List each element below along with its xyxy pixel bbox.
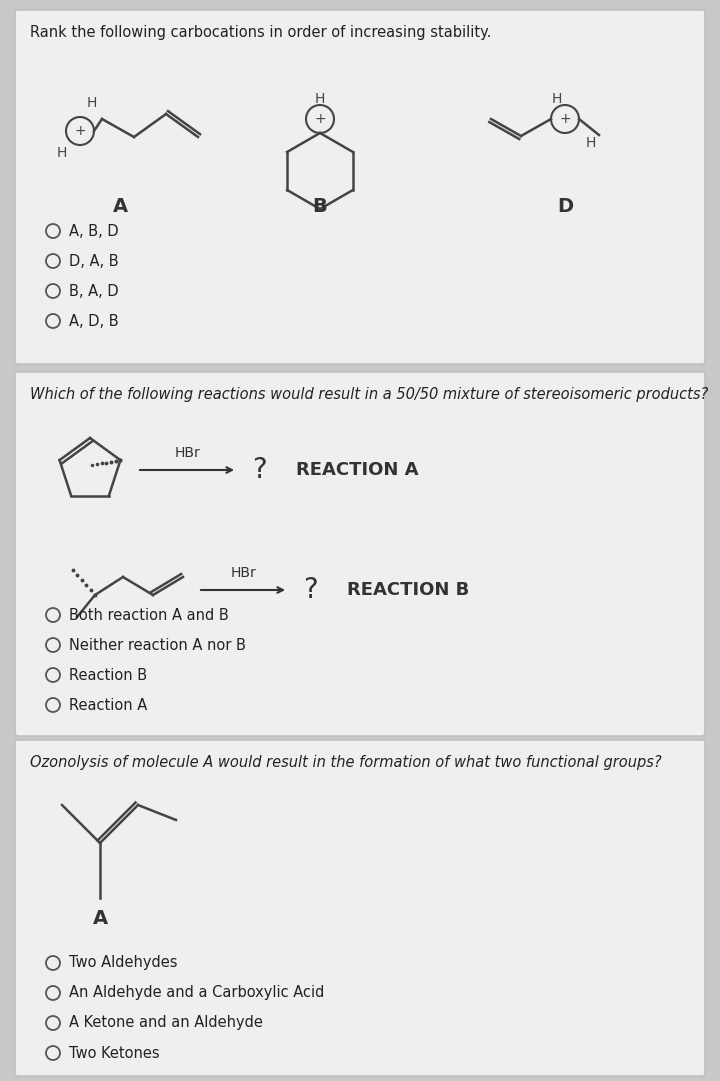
Text: Reaction A: Reaction A: [69, 697, 148, 712]
Text: H: H: [586, 136, 596, 150]
Text: A Ketone and an Aldehyde: A Ketone and an Aldehyde: [69, 1015, 263, 1030]
Text: HBr: HBr: [230, 566, 256, 580]
Text: A: A: [112, 197, 127, 215]
Text: Which of the following reactions would result in a 50/50 mixture of stereoisomer: Which of the following reactions would r…: [30, 387, 708, 402]
Text: A, B, D: A, B, D: [69, 224, 119, 239]
Text: +: +: [314, 112, 326, 126]
Text: +: +: [559, 112, 571, 126]
Text: A: A: [92, 908, 107, 927]
Text: A, D, B: A, D, B: [69, 313, 119, 329]
Text: Rank the following carbocations in order of increasing stability.: Rank the following carbocations in order…: [30, 25, 491, 40]
Text: Two Ketones: Two Ketones: [69, 1045, 160, 1060]
FancyBboxPatch shape: [15, 372, 705, 736]
FancyBboxPatch shape: [15, 740, 705, 1076]
Text: H: H: [552, 92, 562, 106]
Text: HBr: HBr: [174, 446, 200, 461]
Text: +: +: [74, 124, 86, 138]
Text: Both reaction A and B: Both reaction A and B: [69, 608, 229, 623]
Text: H: H: [315, 92, 325, 106]
Text: Reaction B: Reaction B: [69, 667, 147, 682]
Text: ?: ?: [302, 576, 318, 604]
Text: B: B: [312, 197, 328, 215]
FancyBboxPatch shape: [15, 10, 705, 364]
Text: D, A, B: D, A, B: [69, 254, 119, 268]
Text: H: H: [87, 96, 97, 110]
Text: D: D: [557, 197, 573, 215]
Text: Two Aldehydes: Two Aldehydes: [69, 956, 178, 971]
Text: Neither reaction A nor B: Neither reaction A nor B: [69, 638, 246, 653]
Text: ?: ?: [251, 456, 266, 484]
Text: B, A, D: B, A, D: [69, 283, 119, 298]
Text: H: H: [57, 146, 67, 160]
Text: Ozonolysis of molecule A would result in the formation of what two functional gr: Ozonolysis of molecule A would result in…: [30, 755, 662, 770]
Text: An Aldehyde and a Carboxylic Acid: An Aldehyde and a Carboxylic Acid: [69, 986, 325, 1001]
Text: REACTION A: REACTION A: [296, 461, 418, 479]
Text: REACTION B: REACTION B: [347, 580, 469, 599]
